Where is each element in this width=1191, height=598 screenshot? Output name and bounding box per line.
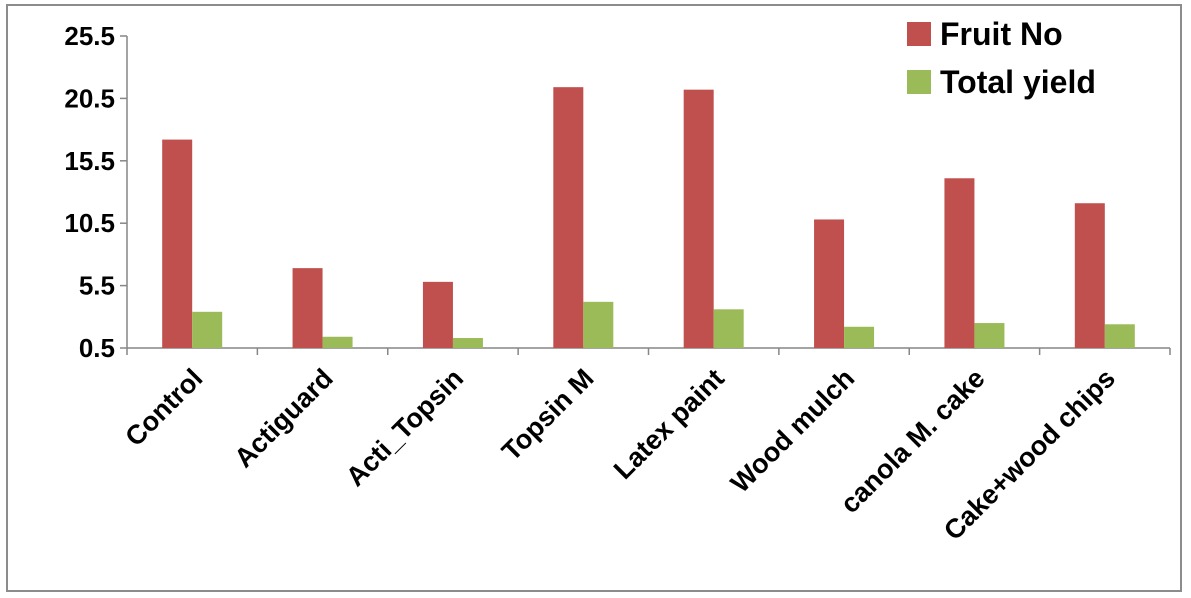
- x-category-label: Control: [119, 363, 208, 452]
- y-tick-label: 0.5: [79, 333, 115, 363]
- bar-total-yield: [844, 326, 875, 348]
- x-category-label: Actiguard: [228, 363, 338, 473]
- y-tick-label: 5.5: [79, 271, 115, 301]
- bar-fruit-no: [683, 89, 714, 348]
- y-tick-label: 20.5: [64, 83, 115, 113]
- bar-total-yield: [974, 323, 1005, 348]
- y-axis-ticks: 0.5 5.5 10.5 15.5 20.5 25.5: [64, 21, 127, 363]
- bar-fruit-no: [814, 219, 845, 348]
- y-tick-label: 25.5: [64, 21, 115, 51]
- bars: [162, 87, 1135, 348]
- x-category-label: Latex paint: [608, 363, 730, 485]
- legend-swatch: [907, 70, 931, 94]
- bar-total-yield: [713, 309, 744, 348]
- x-category-label: Wood mulch: [725, 363, 860, 498]
- bar-fruit-no: [292, 268, 323, 348]
- y-tick-label: 10.5: [64, 208, 115, 238]
- chart-frame: [6, 4, 1182, 592]
- x-axis-labels: Control Actiguard Acti_Topsin Topsin M Latex…: [119, 363, 1121, 546]
- bar-fruit-no: [422, 281, 453, 348]
- legend-label: Total yield: [940, 64, 1096, 100]
- bar-total-yield: [452, 338, 483, 348]
- bar-fruit-no: [1074, 203, 1105, 348]
- bar-total-yield: [192, 311, 223, 348]
- bar-fruit-no: [944, 178, 975, 348]
- bar-fruit-no: [162, 139, 193, 348]
- x-category-label: Topsin M: [496, 363, 600, 467]
- x-category-label: Acti_Topsin: [340, 363, 469, 492]
- bar-total-yield: [583, 301, 614, 348]
- legend-label: Fruit No: [940, 16, 1063, 52]
- bar-total-yield: [322, 336, 353, 348]
- y-tick-label: 15.5: [64, 146, 115, 176]
- bar-fruit-no: [553, 87, 584, 348]
- bar-total-yield: [1104, 324, 1135, 348]
- legend: Fruit No Total yield: [907, 16, 1096, 100]
- legend-swatch: [907, 22, 931, 46]
